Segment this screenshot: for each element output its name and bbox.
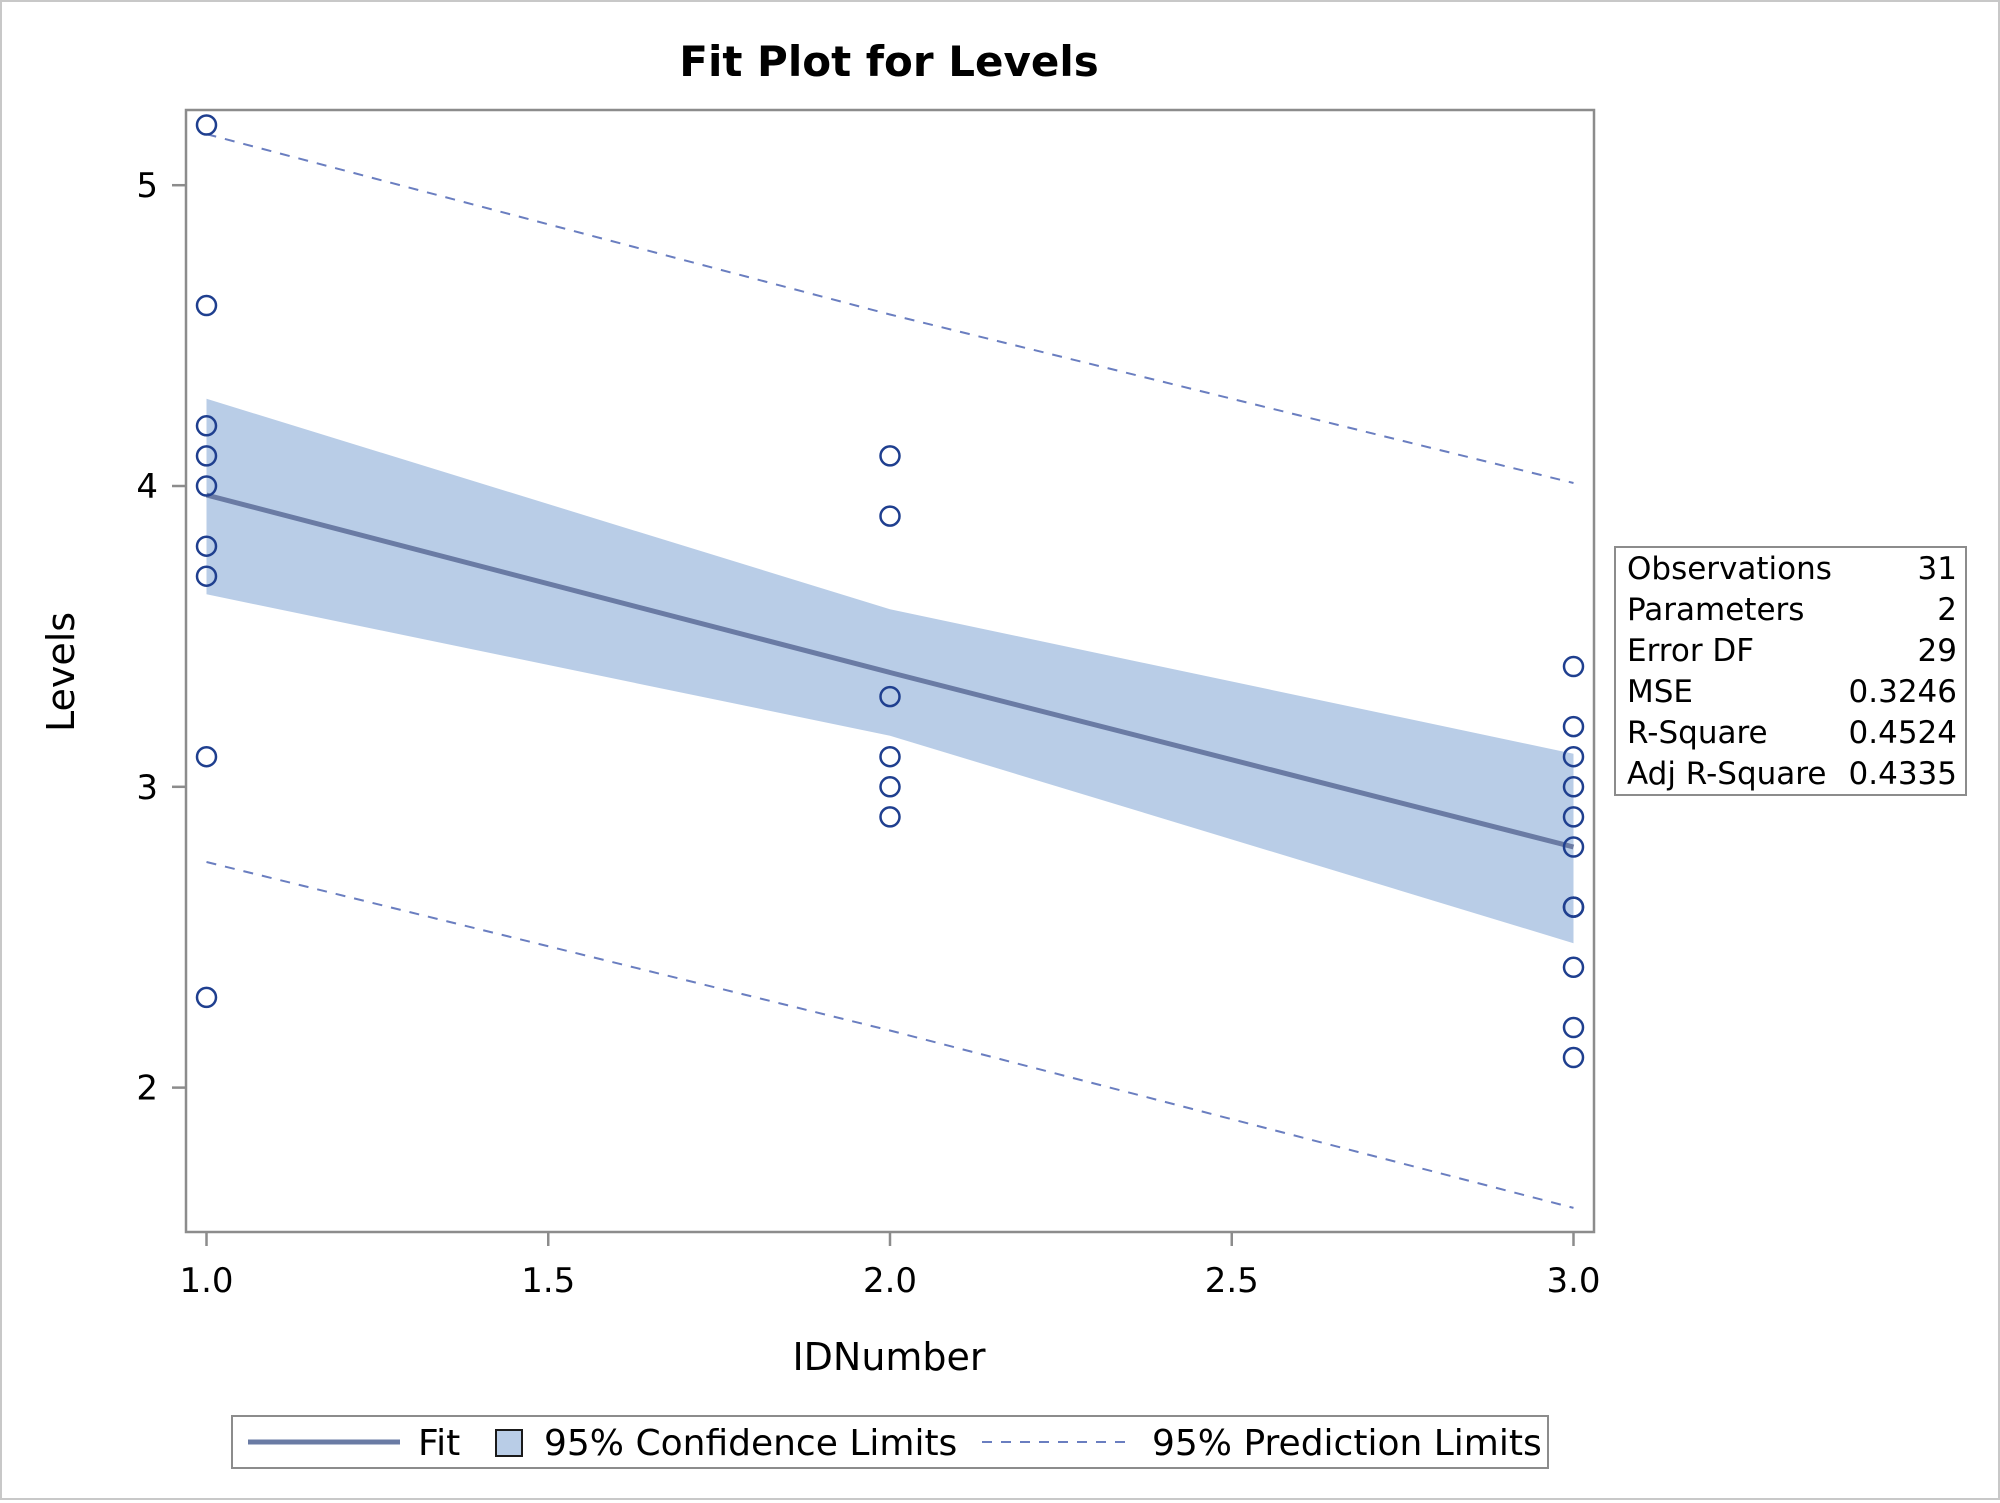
stats-label: Error DF (1627, 633, 1754, 669)
stats-label: Observations (1627, 551, 1832, 587)
stats-value: 29 (1918, 633, 1957, 669)
data-point (1562, 806, 1585, 828)
data-point (1562, 715, 1585, 738)
data-point (1562, 836, 1585, 858)
data-point (879, 776, 901, 798)
data-point (195, 294, 218, 317)
prediction-limit-lower (206, 861, 1574, 1209)
data-point (195, 565, 218, 587)
legend-prediction-label: 95% Prediction Limits (1152, 1423, 1542, 1464)
data-point (195, 445, 218, 467)
stats-label: Adj R-Square (1627, 756, 1826, 792)
stats-value: 31 (1918, 551, 1957, 587)
y-axis-ticks: 2 3 4 5 (136, 166, 186, 1109)
y-tick-label: 2 (136, 1069, 158, 1109)
chart-title: Fit Plot for Levels (679, 37, 1099, 86)
prediction-limit-upper (206, 133, 1574, 484)
data-point (1562, 745, 1585, 768)
fit-statistics-table: Observations 31 Parameters 2 Error DF 29 MSE 0.… (1614, 546, 1967, 796)
data-point (1562, 655, 1585, 678)
x-tick-label: 1.0 (179, 1261, 233, 1301)
stats-value: 0.4524 (1849, 715, 1957, 751)
x-tick-label: 2.5 (1205, 1261, 1259, 1301)
data-point (1562, 776, 1585, 798)
x-tick-label: 2.0 (863, 1261, 917, 1301)
data-point (195, 114, 218, 136)
stats-label: Parameters (1627, 592, 1804, 628)
x-axis-label: IDNumber (792, 1335, 985, 1379)
y-tick-label: 3 (136, 768, 158, 808)
data-point (879, 445, 901, 467)
x-tick-label: 3.0 (1546, 1261, 1600, 1301)
data-point (195, 415, 218, 437)
stats-value: 0.3246 (1849, 674, 1957, 710)
legend-confidence-label: 95% Confidence Limits (544, 1423, 957, 1464)
y-tick-label: 4 (136, 467, 158, 507)
data-point (195, 475, 218, 497)
stats-value: 2 (1937, 592, 1957, 628)
y-tick-label: 5 (136, 166, 158, 206)
observation-points (195, 114, 1585, 1069)
legend-confidence-swatch (495, 1429, 523, 1457)
data-point (1562, 1016, 1585, 1039)
data-point (879, 745, 901, 768)
x-axis-ticks: 1.0 1.5 2.0 2.5 3.0 (179, 1232, 1601, 1301)
x-tick-label: 1.5 (521, 1261, 575, 1301)
stats-value: 0.4335 (1849, 756, 1957, 792)
data-point (879, 685, 901, 708)
data-point (195, 535, 218, 557)
legend-border (231, 1415, 1549, 1469)
data-point (1562, 956, 1585, 979)
legend: Fit 95% Confidence Limits 95% Prediction… (231, 1415, 1549, 1469)
stats-label: R-Square (1627, 715, 1768, 751)
data-point (879, 806, 901, 828)
fit-line (205, 492, 1575, 850)
stats-label: MSE (1627, 674, 1693, 710)
data-point (1562, 896, 1585, 918)
data-point (1562, 1046, 1585, 1069)
stats-table-border (1614, 546, 1967, 796)
data-point (879, 505, 901, 527)
data-point (195, 986, 218, 1009)
y-axis-label: Levels (39, 612, 83, 732)
legend-fit-label: Fit (418, 1423, 460, 1464)
data-point (195, 745, 218, 768)
